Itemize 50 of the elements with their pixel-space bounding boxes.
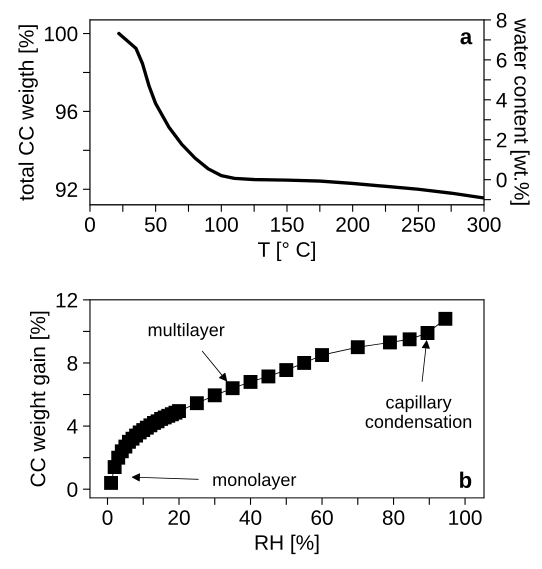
x-tick-label: 250: [402, 217, 435, 232]
y-tick-label: 8: [67, 356, 78, 371]
x-tick-label: 80: [382, 510, 404, 525]
y-axis-title: total CC weigth [%]: [18, 25, 38, 201]
point: [104, 476, 118, 490]
y2-tick-label: 4: [496, 93, 507, 108]
y-tick-label: 92: [56, 182, 78, 198]
x-tick-label: 0: [84, 217, 95, 232]
point: [297, 356, 312, 370]
y2-tick-label: 8: [496, 12, 506, 28]
annotation: capillary condensation: [366, 395, 472, 428]
y2-tick-label: 2: [496, 132, 506, 148]
y-tick-label: 96: [56, 104, 78, 120]
annotation: a: [460, 32, 472, 44]
point: [383, 336, 397, 350]
y2-tick-label: 0: [496, 172, 507, 188]
x-tick-label: 150: [271, 217, 304, 232]
point: [438, 312, 452, 326]
point: [315, 348, 329, 362]
x-tick-label: 60: [312, 510, 333, 525]
point: [172, 404, 186, 418]
x-tick-label: 200: [336, 217, 370, 232]
point: [226, 381, 240, 396]
y2-axis-title: water content [wt.%]: [510, 18, 530, 205]
point: [208, 388, 222, 402]
annotation: b: [460, 472, 472, 488]
x-axis-title: T [° C]: [258, 242, 315, 262]
y-tick-label: 0: [67, 482, 78, 497]
x-tick-label: 20: [168, 510, 190, 525]
x-tick-label: 100: [449, 510, 482, 525]
point: [279, 363, 294, 378]
y-tick-label: 12: [56, 292, 78, 308]
annotation: multilayer: [148, 323, 224, 340]
y-axis-title: CC weight gain [%]: [30, 312, 50, 486]
x-tick-label: 0: [102, 510, 112, 525]
point: [190, 396, 204, 410]
x-tick-label: 40: [239, 510, 262, 525]
x-tick-label: 50: [144, 217, 166, 232]
point: [244, 374, 258, 389]
x-tick-label: 100: [206, 217, 238, 232]
point: [402, 332, 417, 346]
annotation: monolayer: [213, 472, 296, 490]
point: [350, 340, 365, 354]
point: [261, 369, 276, 384]
y-tick-label: 100: [45, 26, 78, 42]
x-tick-label: 300: [467, 217, 501, 232]
y2-tick-label: 6: [496, 52, 506, 68]
x-axis-title: RH [%]: [256, 534, 318, 554]
point: [420, 326, 434, 340]
y-tick-label: 4: [67, 419, 78, 434]
